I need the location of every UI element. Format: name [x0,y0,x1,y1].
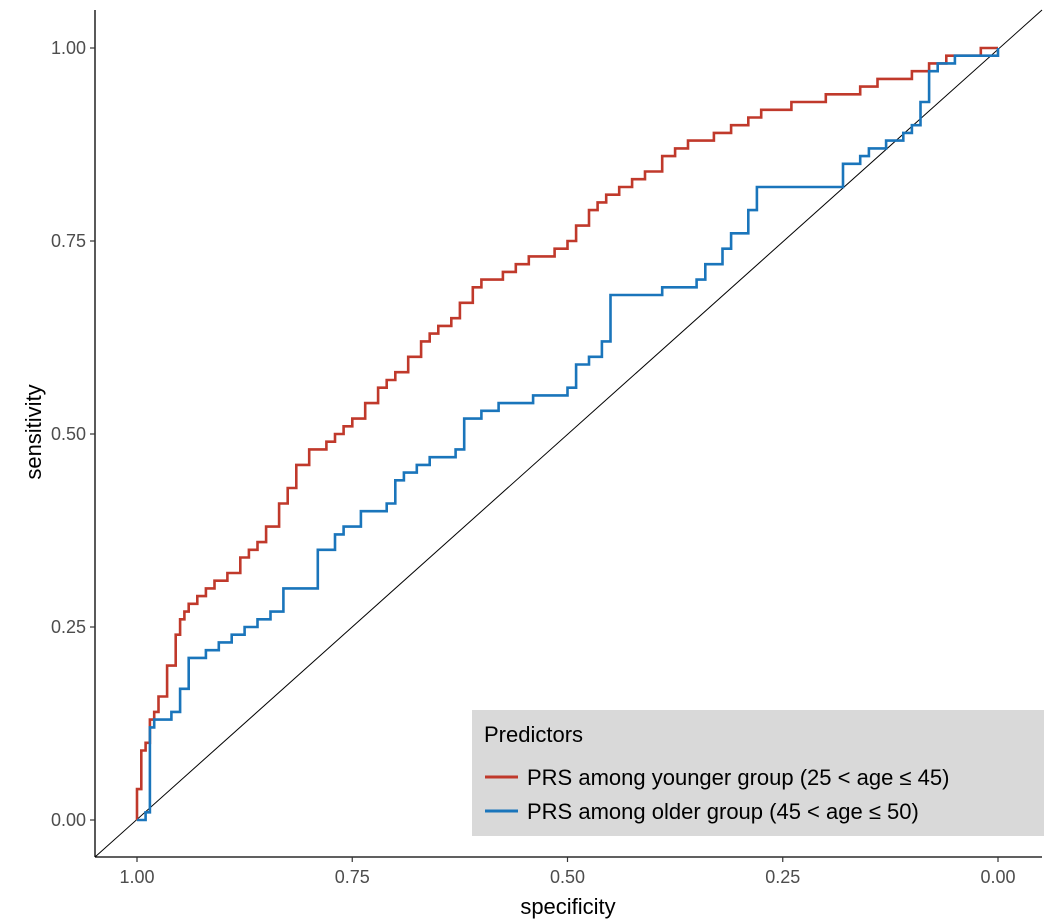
y-axis-title: sensitivity [21,384,46,479]
x-tick-label: 0.50 [550,867,585,887]
series-line-younger [135,46,998,820]
x-tick-label: 0.75 [335,867,370,887]
x-tick-label: 1.00 [119,867,154,887]
legend-label-younger: PRS among younger group (25 < age ≤ 45) [527,765,949,790]
reference-diagonal-line [94,9,1043,858]
series-group [135,46,1000,822]
legend-title: Predictors [484,722,583,747]
x-axis-title: specificity [520,894,615,919]
series-line-older [137,48,1000,822]
legend-label-older: PRS among older group (45 < age ≤ 50) [527,799,919,824]
y-tick-label: 0.25 [51,617,86,637]
y-tick-label: 0.75 [51,231,86,251]
y-tick-label: 1.00 [51,38,86,58]
legend-background [472,710,1044,836]
legend: Predictors PRS among younger group (25 <… [472,710,1044,836]
x-tick-label: 0.25 [765,867,800,887]
x-ticks-group: 1.00 0.75 0.50 0.25 0.00 [119,857,1016,887]
reference-diagonal-group [94,9,1043,858]
x-tick-label: 0.00 [980,867,1015,887]
y-ticks-group: 0.00 0.25 0.50 0.75 1.00 [51,38,95,830]
y-tick-label: 0.00 [51,810,86,830]
y-tick-label: 0.50 [51,424,86,444]
